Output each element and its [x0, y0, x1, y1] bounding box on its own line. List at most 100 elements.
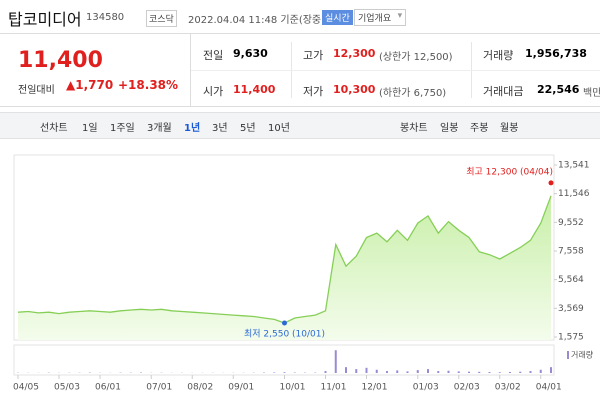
stat-value: 1,956,738 [525, 47, 587, 60]
volume-bar [457, 371, 460, 373]
volume-bar [334, 350, 337, 373]
volume-bar [427, 369, 429, 373]
dropdown-arrow: ▾ [397, 11, 403, 21]
stat-label: 거래대금 [483, 85, 524, 98]
period-tab[interactable]: 3개월 [147, 123, 172, 134]
x-tick-label: 12/01 [362, 383, 388, 393]
candle-tab[interactable]: 일봉 [440, 123, 459, 134]
company-dropdown[interactable]: 기업개요 ▾ [354, 9, 407, 26]
y-tick-label: 9,552 [558, 218, 584, 228]
y-tick-label: 5,564 [558, 275, 584, 285]
volume-bar [273, 372, 276, 373]
y-tick-label: 11,546 [558, 189, 590, 199]
stat-note: (상한가 12,500) [379, 52, 453, 63]
x-tick-label: 11/01 [321, 383, 347, 393]
x-tick-label: 10/01 [280, 383, 306, 393]
current-price: 11,400 [18, 48, 103, 73]
period-tab[interactable]: 3년 [212, 123, 228, 134]
x-tick-label: 07/01 [146, 383, 172, 393]
period-tab[interactable]: 10년 [268, 123, 290, 134]
volume-bar [345, 367, 347, 373]
stock-code: 134580 [86, 12, 125, 23]
change-rate: +18.38% [118, 78, 179, 92]
period-tab[interactable]: 1주일 [110, 123, 135, 134]
period-tab[interactable]: 1년 [184, 123, 201, 134]
price-area [18, 195, 551, 340]
volume-bar [283, 372, 286, 373]
volume-label: 거래량 [571, 350, 594, 360]
candle-tab[interactable]: 월봉 [500, 123, 519, 134]
annotation-marker [282, 320, 287, 326]
annotation-marker [548, 180, 554, 186]
header: 탑코미디어 134580 코스닥 2022.04.04 11:48 기준(장중)… [0, 0, 600, 34]
x-tick-label: 04/05 [13, 383, 39, 393]
row-separator [191, 70, 600, 71]
volume-bar [416, 370, 419, 373]
volume-bar [478, 371, 481, 373]
y-tick-label: 13,541 [558, 161, 590, 171]
y-tick-label: 7,558 [558, 247, 584, 257]
volume-bar [375, 369, 378, 373]
volume-bar [509, 372, 511, 373]
volume-bar [355, 369, 358, 373]
change-label: 전일대비 [18, 85, 55, 96]
stat-note: 백만 [583, 88, 600, 99]
tab-bar: 선차트 1일 1주일 3개월 1년 3년 5년 10년 봉차트 일봉 주봉 월봉 [0, 112, 600, 139]
candle-tab[interactable]: 주봉 [470, 123, 489, 134]
price-box: 11,400 전일대비 ▲1,770 +18.38% [0, 34, 191, 107]
stock-name: 탑코미디어 [8, 10, 82, 29]
volume-bar [519, 371, 522, 373]
line-chart-label: 선차트 [40, 123, 68, 134]
stat-value: 22,546 [537, 83, 580, 96]
volume-bar [488, 372, 491, 373]
stat-label: 전일 [203, 49, 224, 62]
x-tick-label: 03/02 [495, 383, 521, 393]
x-tick-label: 08/02 [187, 383, 213, 393]
annotation-label: 최고 12,300 (04/04) [466, 166, 553, 177]
volume-bar [550, 367, 552, 373]
volume-bar [406, 371, 409, 373]
period-tab[interactable]: 1일 [82, 123, 98, 134]
stat-label: 고가 [303, 49, 324, 62]
candle-chart-label: 봉차트 [400, 123, 428, 134]
stats-table: 전일 9,630 고가 12,300 (상한가 12,500) 거래량 1,956,738 시… [191, 34, 600, 107]
stat-value: 10,300 [333, 83, 376, 96]
volume-bar [539, 369, 542, 373]
x-tick-label: 01/03 [413, 383, 439, 393]
chart: 1,575 3,569 5,564 7,558 9,552 11,546 13,541 최고 … [13, 154, 594, 393]
volume-legend-swatch [567, 351, 569, 359]
stat-value: 9,630 [233, 47, 268, 60]
y-tick-label: 1,575 [558, 333, 584, 343]
y-tick-label: 3,569 [558, 304, 584, 314]
company-label: 기업개요 [358, 14, 392, 24]
timestamp: 2022.04.04 11:48 기준(장중) [188, 15, 326, 26]
market-badge: 코스닥 [146, 10, 177, 27]
volume-bar [324, 371, 327, 373]
x-tick-label: 09/01 [228, 383, 254, 393]
volume-bar [396, 370, 399, 373]
stat-label: 저가 [303, 85, 324, 98]
x-tick-label: 06/01 [95, 383, 121, 393]
change: ▲1,770 [66, 78, 114, 92]
stat-note: (하한가 6,750) [379, 88, 447, 99]
change-value: 1,770 [75, 78, 114, 92]
stat-label: 시가 [203, 85, 224, 98]
volume-bar [365, 367, 368, 373]
volume-bar [529, 371, 532, 373]
stat-value: 12,300 [333, 47, 376, 60]
volume-frame [13, 344, 555, 376]
annotation-label: 최저 2,550 (10/01) [244, 328, 325, 339]
volume-bar [386, 371, 388, 373]
volume-bar [447, 370, 450, 373]
period-tab[interactable]: 5년 [240, 123, 256, 134]
volume-bar [437, 371, 440, 373]
x-tick-label: 05/03 [54, 383, 80, 393]
x-tick-label: 04/01 [536, 383, 562, 393]
stat-label: 거래량 [483, 49, 514, 62]
volume-bar [468, 371, 470, 373]
realtime-badge[interactable]: 실시간 [322, 10, 353, 25]
x-tick-label: 02/03 [454, 383, 480, 393]
volume-bar [498, 372, 501, 373]
stat-value: 11,400 [233, 83, 276, 96]
